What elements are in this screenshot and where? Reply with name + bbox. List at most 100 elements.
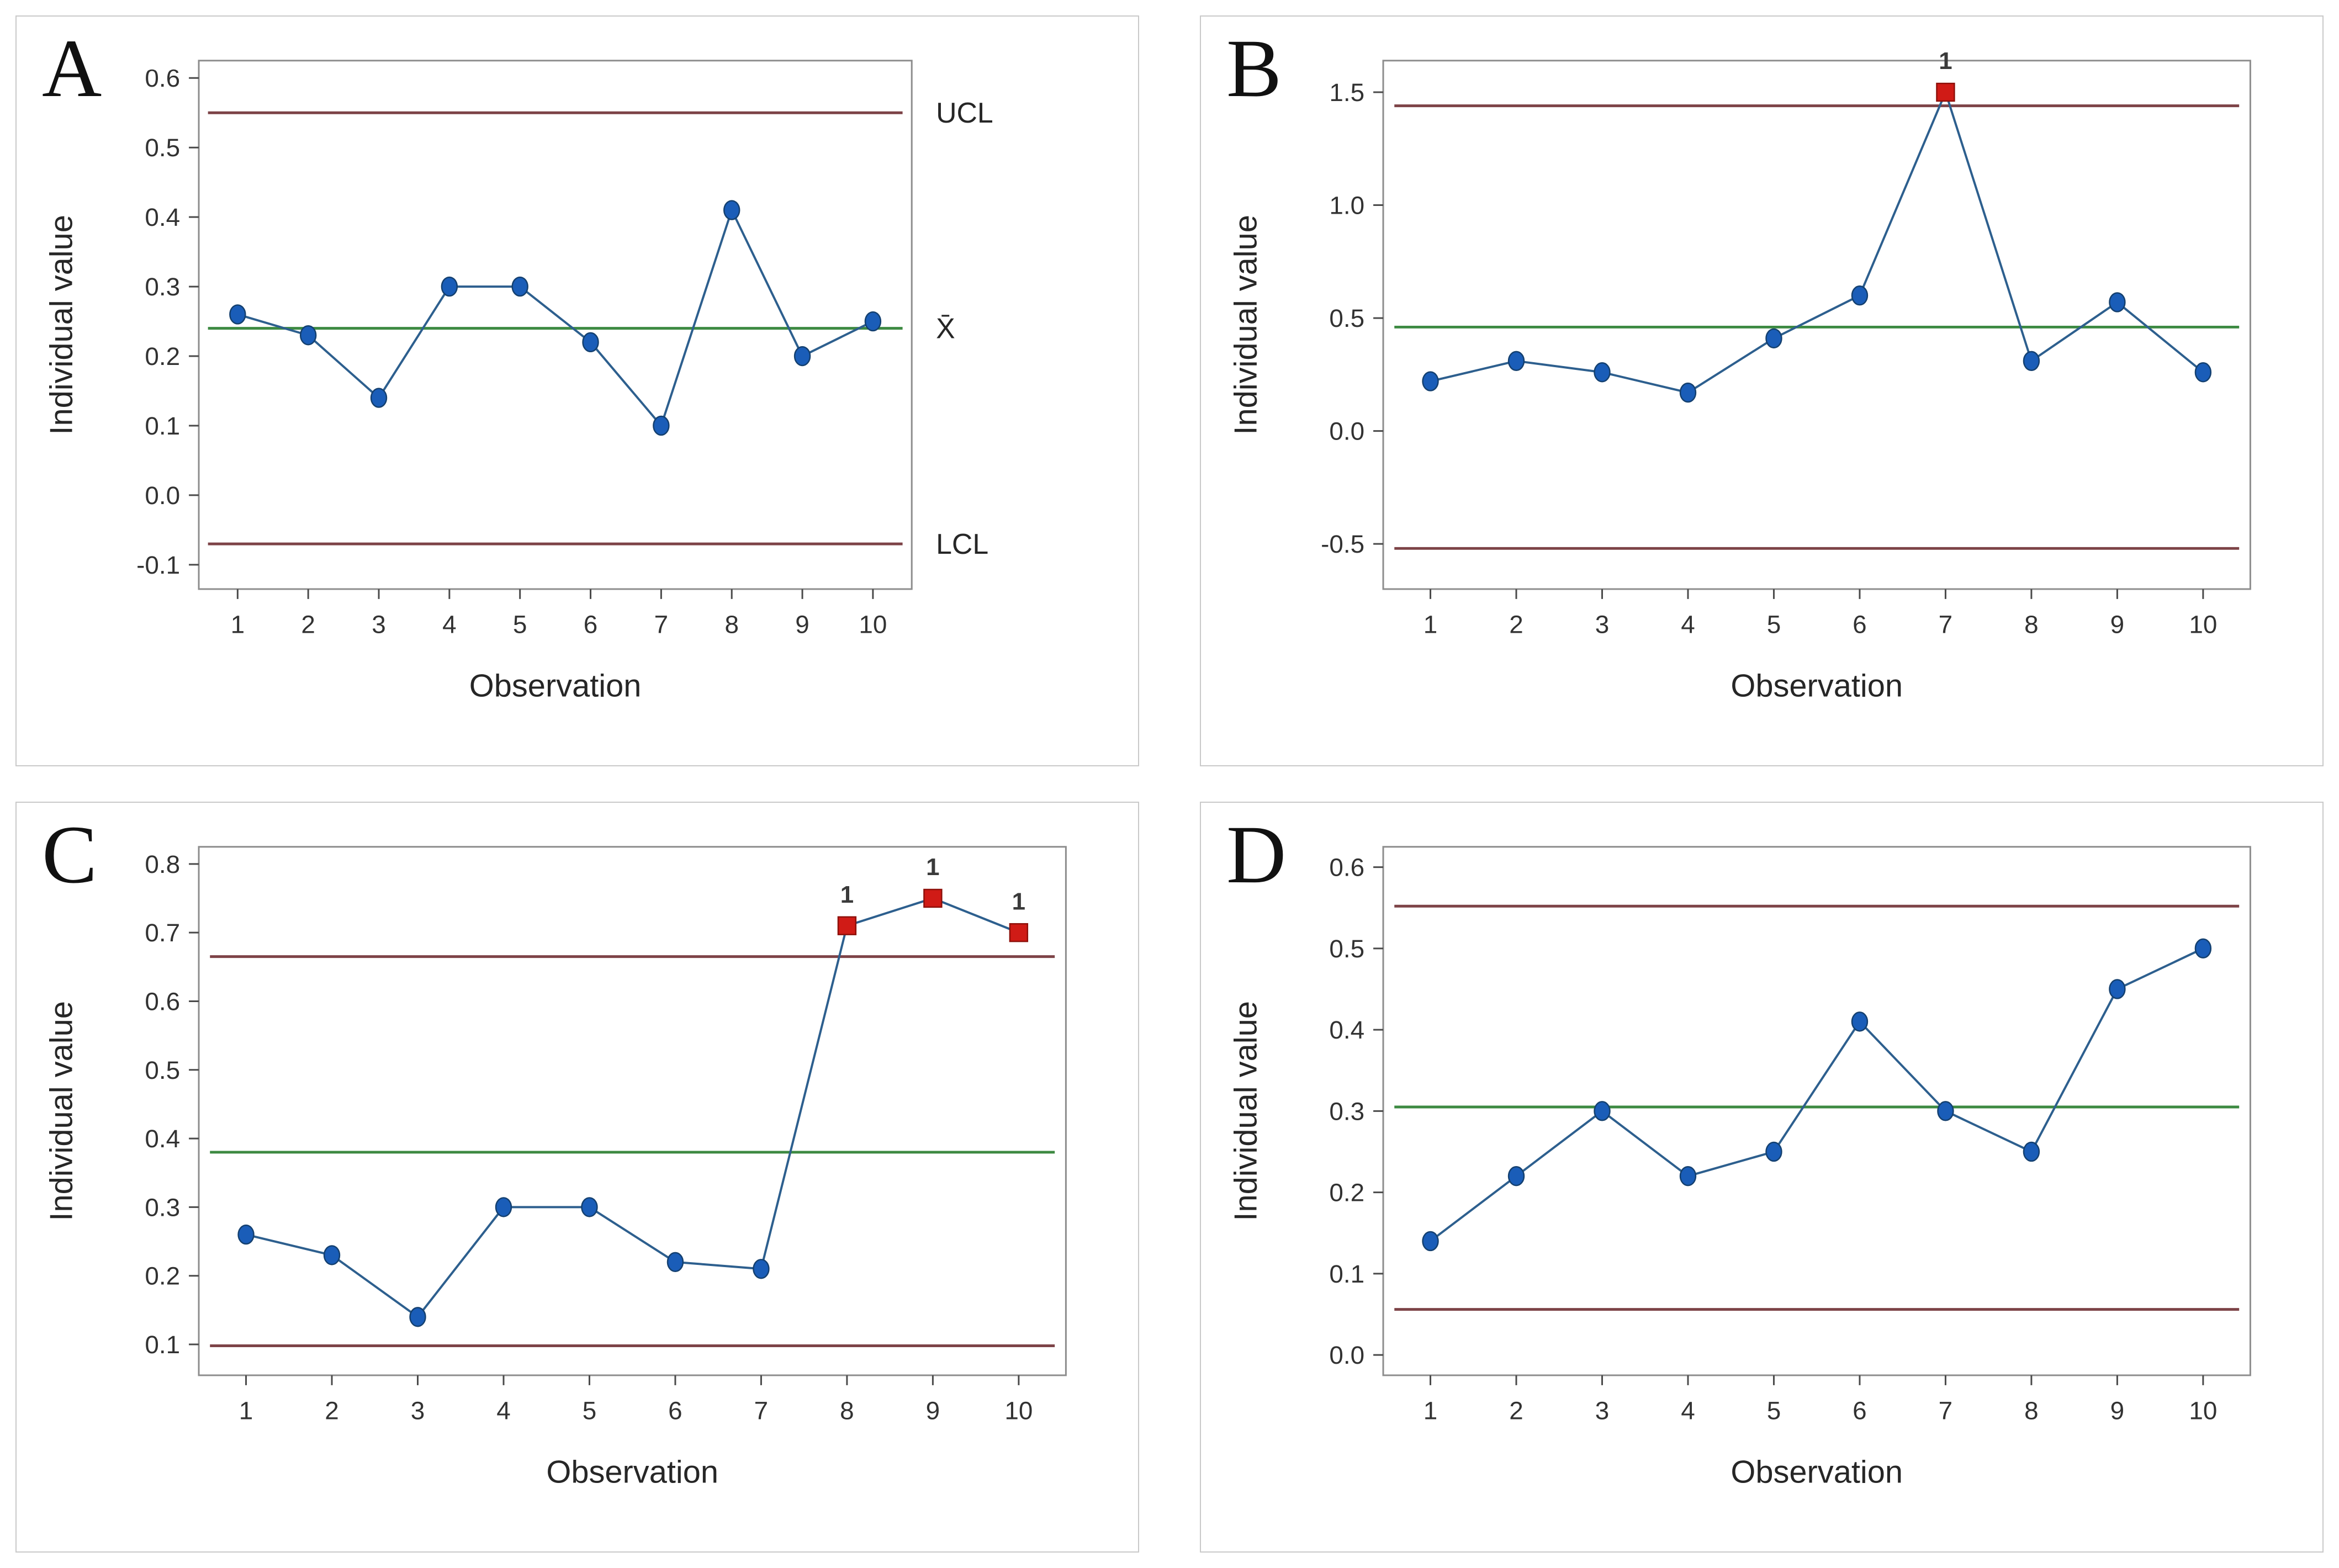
y-tick-label: 0.4 <box>145 1124 180 1153</box>
data-point-marker <box>2194 362 2212 383</box>
plot-frame <box>1382 846 2251 1376</box>
out-of-control-marker <box>1009 923 1029 942</box>
out-of-control-label: 1 <box>1939 47 1952 75</box>
panel-a-letter: A <box>42 23 102 114</box>
panel-d-letter: D <box>1226 809 1287 900</box>
individuals-chart-b: 1 1.5 1.0 0.5 0.0 -0.5 1 2 3 4 5 6 7 8 9 10 Observation I… <box>1229 47 2251 703</box>
x-tick-label: 2 <box>1509 1396 1523 1425</box>
x-tick-label: 2 <box>301 610 315 639</box>
y-tick-label: 0.0 <box>1329 417 1364 446</box>
x-tick-label: 6 <box>584 610 598 639</box>
data-point-marker <box>1594 362 1611 383</box>
data-point-marker <box>753 1259 770 1279</box>
x-tick-label: 9 <box>2110 1396 2125 1425</box>
data-point-marker <box>582 332 599 353</box>
panel-b-letter: B <box>1226 23 1282 114</box>
data-point-marker <box>723 200 740 220</box>
y-tick-label: 0.5 <box>145 1056 180 1084</box>
y-tick-label: 0.1 <box>1329 1259 1364 1288</box>
data-point-marker <box>2194 938 2212 959</box>
x-tick-label: 8 <box>840 1396 854 1425</box>
panel-a: A 0.6 0.5 0.4 0.3 0.2 0.1 0.0 -0.1 1 2 3 4 5 6 7 8 9 10 Ob… <box>15 15 1139 766</box>
data-point-marker <box>1422 371 1439 391</box>
data-point-marker <box>1507 1166 1525 1186</box>
data-point-marker <box>299 325 317 346</box>
x-axis-title: Observation <box>546 1454 718 1490</box>
y-tick-label: 0.6 <box>1329 853 1364 882</box>
data-point-marker <box>441 276 458 297</box>
y-tick-label: 0.3 <box>1329 1096 1364 1125</box>
y-tick-label: 0.3 <box>145 272 180 301</box>
y-tick-label: 0.3 <box>145 1193 180 1221</box>
y-tick-label: 0.1 <box>145 411 180 440</box>
x-tick-label: 9 <box>795 610 809 639</box>
data-point-marker <box>1765 1141 1782 1162</box>
y-tick-label: 0.5 <box>1329 934 1364 963</box>
x-tick-label: 2 <box>325 1396 339 1425</box>
data-point-marker <box>864 311 882 332</box>
x-tick-label: 9 <box>2110 610 2125 639</box>
x-tick-label: 4 <box>496 1396 511 1425</box>
y-axis-title: Individual value <box>1229 1001 1264 1221</box>
data-point-marker <box>237 1224 255 1245</box>
data-point-marker <box>653 415 670 436</box>
y-tick-label: 0.7 <box>145 918 180 947</box>
x-tick-label: 5 <box>1767 610 1781 639</box>
y-axis-title: Individual value <box>44 1001 80 1221</box>
x-tick-label: 5 <box>583 1396 597 1425</box>
data-point-marker <box>666 1252 684 1273</box>
y-tick-label: 1.0 <box>1329 191 1364 220</box>
y-tick-label: 0.2 <box>145 1262 180 1290</box>
x-tick-label: 6 <box>1853 1396 1867 1425</box>
x-tick-label: 1 <box>1423 1396 1438 1425</box>
data-point-marker <box>1937 1101 1954 1121</box>
y-tick-label: 0.4 <box>145 203 180 231</box>
out-of-control-label: 1 <box>926 854 939 881</box>
panel-c-letter: C <box>42 809 98 900</box>
y-tick-label: 0.6 <box>145 987 180 1015</box>
data-point-marker <box>793 346 811 367</box>
data-point-marker <box>581 1197 598 1217</box>
x-axis-title: Observation <box>469 668 642 703</box>
y-tick-label: 0.2 <box>1329 1178 1364 1207</box>
data-point-marker <box>1422 1231 1439 1252</box>
data-point-marker <box>495 1197 512 1217</box>
y-axis-title: Individual value <box>1229 215 1264 435</box>
y-axis-title: Individual value <box>44 215 80 435</box>
out-of-control-label: 1 <box>1012 888 1025 915</box>
y-tick-label: 0.6 <box>145 63 180 92</box>
x-tick-label: 10 <box>1004 1396 1033 1425</box>
ucl-label: UCL <box>936 97 993 129</box>
out-of-control-marker <box>923 888 943 908</box>
panel-b: B 1 1.5 1.0 0.5 0.0 -0.5 1 2 3 4 5 6 7 8 9 10 Observatio… <box>1200 15 2324 766</box>
plot-frame <box>1382 60 2251 590</box>
series-line <box>1430 947 2204 1242</box>
data-point-marker <box>2109 292 2126 312</box>
series-line <box>237 209 874 427</box>
y-tick-label: -0.1 <box>136 550 180 579</box>
data-point-marker <box>323 1245 341 1265</box>
series-line <box>1430 91 2204 394</box>
data-point-marker <box>2023 351 2040 371</box>
x-tick-label: 7 <box>1939 610 1953 639</box>
x-tick-label: 10 <box>2189 610 2217 639</box>
panel-d: D 0.6 0.5 0.4 0.3 0.2 0.1 0.0 1 2 3 4 5 6 7 8 9 10 Observ… <box>1200 802 2324 1553</box>
x-tick-label: 9 <box>926 1396 940 1425</box>
x-tick-label: 3 <box>1595 610 1610 639</box>
individuals-chart-d: 0.6 0.5 0.4 0.3 0.2 0.1 0.0 1 2 3 4 5 6 7 8 9 10 Observat… <box>1229 846 2251 1490</box>
data-point-marker <box>511 276 528 297</box>
x-tick-label: 7 <box>654 610 669 639</box>
x-tick-label: 7 <box>1939 1396 1953 1425</box>
x-tick-label: 5 <box>1767 1396 1781 1425</box>
x-tick-label: 8 <box>2024 1396 2039 1425</box>
x-tick-label: 10 <box>859 610 887 639</box>
out-of-control-label: 1 <box>840 881 854 908</box>
data-point-marker <box>1594 1101 1611 1121</box>
out-of-control-marker <box>837 916 857 935</box>
x-tick-label: 10 <box>2189 1396 2217 1425</box>
data-point-marker <box>1679 1166 1697 1186</box>
y-tick-label: 1.5 <box>1329 78 1364 107</box>
y-tick-label: -0.5 <box>1321 529 1364 558</box>
x-tick-label: 4 <box>1681 1396 1695 1425</box>
